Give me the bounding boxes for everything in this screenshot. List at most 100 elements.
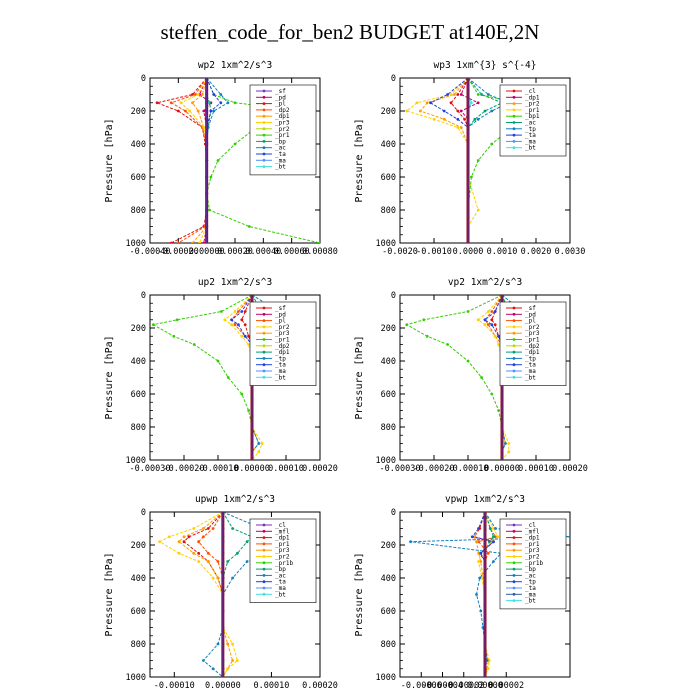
y-tick-label: 1000: [126, 456, 146, 466]
data-point: [219, 93, 223, 96]
legend-label: _cl: [275, 522, 286, 529]
legend-label: _pd: [275, 311, 286, 318]
data-point: [240, 392, 244, 396]
legend-marker: [262, 536, 266, 539]
legend-marker: [262, 344, 266, 348]
legend-marker: [512, 350, 516, 354]
panel-4: vp2 1xm^2/s^3 Pressure [hPa] 0 200 400 600 800…: [354, 277, 588, 474]
legend-label: _pr1: [275, 132, 290, 139]
data-point: [226, 376, 230, 379]
legend-marker: [512, 306, 516, 310]
data-point: [219, 101, 223, 105]
legend-label: _pr3: [275, 120, 290, 127]
legend-marker: [512, 331, 516, 335]
y-tick-label: 800: [131, 423, 146, 433]
data-point: [231, 576, 235, 580]
data-point: [479, 609, 483, 613]
data-point: [182, 535, 186, 539]
data-point: [497, 343, 500, 346]
data-point: [240, 334, 244, 338]
y-tick-label: 1000: [126, 239, 146, 249]
data-point: [470, 101, 473, 105]
legend-marker: [512, 114, 516, 118]
data-point: [488, 527, 492, 530]
data-point: [240, 310, 244, 313]
legend-label: _pr2: [275, 324, 290, 331]
legend-label: _ma: [525, 368, 536, 375]
legend-marker: [512, 363, 516, 367]
legend-label: _bt: [525, 374, 536, 381]
data-point: [220, 310, 223, 313]
data-point: [226, 667, 230, 671]
data-point: [507, 442, 511, 445]
legend-marker: [512, 369, 516, 373]
x-tick-label: 0.00010: [518, 464, 554, 474]
x-tick-label: -0.00010: [198, 464, 239, 474]
x-tick-label: -0.00004: [422, 681, 463, 691]
data-point: [206, 560, 210, 563]
data-point: [155, 101, 159, 105]
series-group: [158, 512, 302, 677]
data-point: [208, 208, 211, 212]
data-point: [425, 334, 429, 338]
legend-label: _pd: [275, 94, 286, 101]
data-point: [466, 359, 470, 363]
legend-label: _pr1: [525, 337, 540, 344]
y-tick-label: 600: [131, 607, 146, 617]
legend-marker: [512, 561, 516, 565]
legend-marker: [262, 102, 266, 105]
data-point: [216, 159, 220, 162]
legend-marker: [262, 95, 266, 99]
data-point: [479, 560, 483, 563]
y-tick-label: 200: [131, 324, 146, 334]
data-point: [212, 93, 216, 96]
x-tick-label: 0.00020: [302, 464, 338, 474]
data-point: [196, 109, 200, 113]
legend-label: _pr1: [525, 541, 540, 548]
legend-box: [249, 301, 317, 386]
legend-label: _ac: [525, 120, 536, 127]
x-tick-label: 0.00000: [189, 247, 225, 257]
panel-2: wp3 1xm^{3} s^{-4} Pressure [hPa] 0 200 400 6…: [354, 60, 585, 257]
data-point: [209, 175, 213, 179]
data-point: [212, 109, 216, 113]
data-point: [245, 540, 249, 544]
y-axis-label: Pressure [hPa]: [354, 335, 365, 419]
panel-title: vpwp 1xm^2/s^3: [445, 494, 525, 505]
data-point: [507, 450, 511, 454]
legend-marker: [262, 319, 266, 322]
series-line-pr2: [158, 512, 238, 677]
y-tick-label: 600: [381, 173, 396, 183]
legend-label: _ta: [525, 362, 536, 369]
legend-label: _ac: [275, 572, 286, 579]
data-point: [216, 642, 220, 646]
data-point: [477, 527, 480, 530]
legend-marker: [262, 529, 266, 533]
data-point: [456, 93, 460, 96]
data-point: [480, 576, 484, 580]
data-point: [442, 109, 446, 113]
x-tick-label: 0.0020: [521, 247, 552, 257]
legend-label: _sf: [275, 88, 286, 95]
legend-marker: [512, 555, 516, 558]
legend-marker: [262, 127, 266, 131]
data-point: [490, 323, 494, 327]
legend-label: _pl: [275, 318, 286, 325]
data-point: [496, 535, 500, 539]
data-point: [456, 117, 460, 121]
legend-marker: [512, 146, 516, 150]
data-point: [432, 117, 436, 121]
legend-marker: [262, 375, 266, 379]
data-point: [231, 659, 235, 662]
y-tick-label: 200: [131, 107, 146, 117]
data-point: [466, 310, 470, 313]
panel-1: wp2 1xm^2/s^3 Pressure [hPa] 0 200 400 600 800…: [104, 60, 338, 257]
legend-marker: [512, 586, 516, 590]
legend-marker: [512, 574, 516, 577]
y-tick-label: 600: [381, 390, 396, 400]
data-point: [236, 551, 239, 555]
data-point: [425, 101, 429, 105]
legend-marker: [512, 108, 516, 112]
legend-marker: [512, 312, 516, 316]
data-point: [470, 175, 473, 179]
